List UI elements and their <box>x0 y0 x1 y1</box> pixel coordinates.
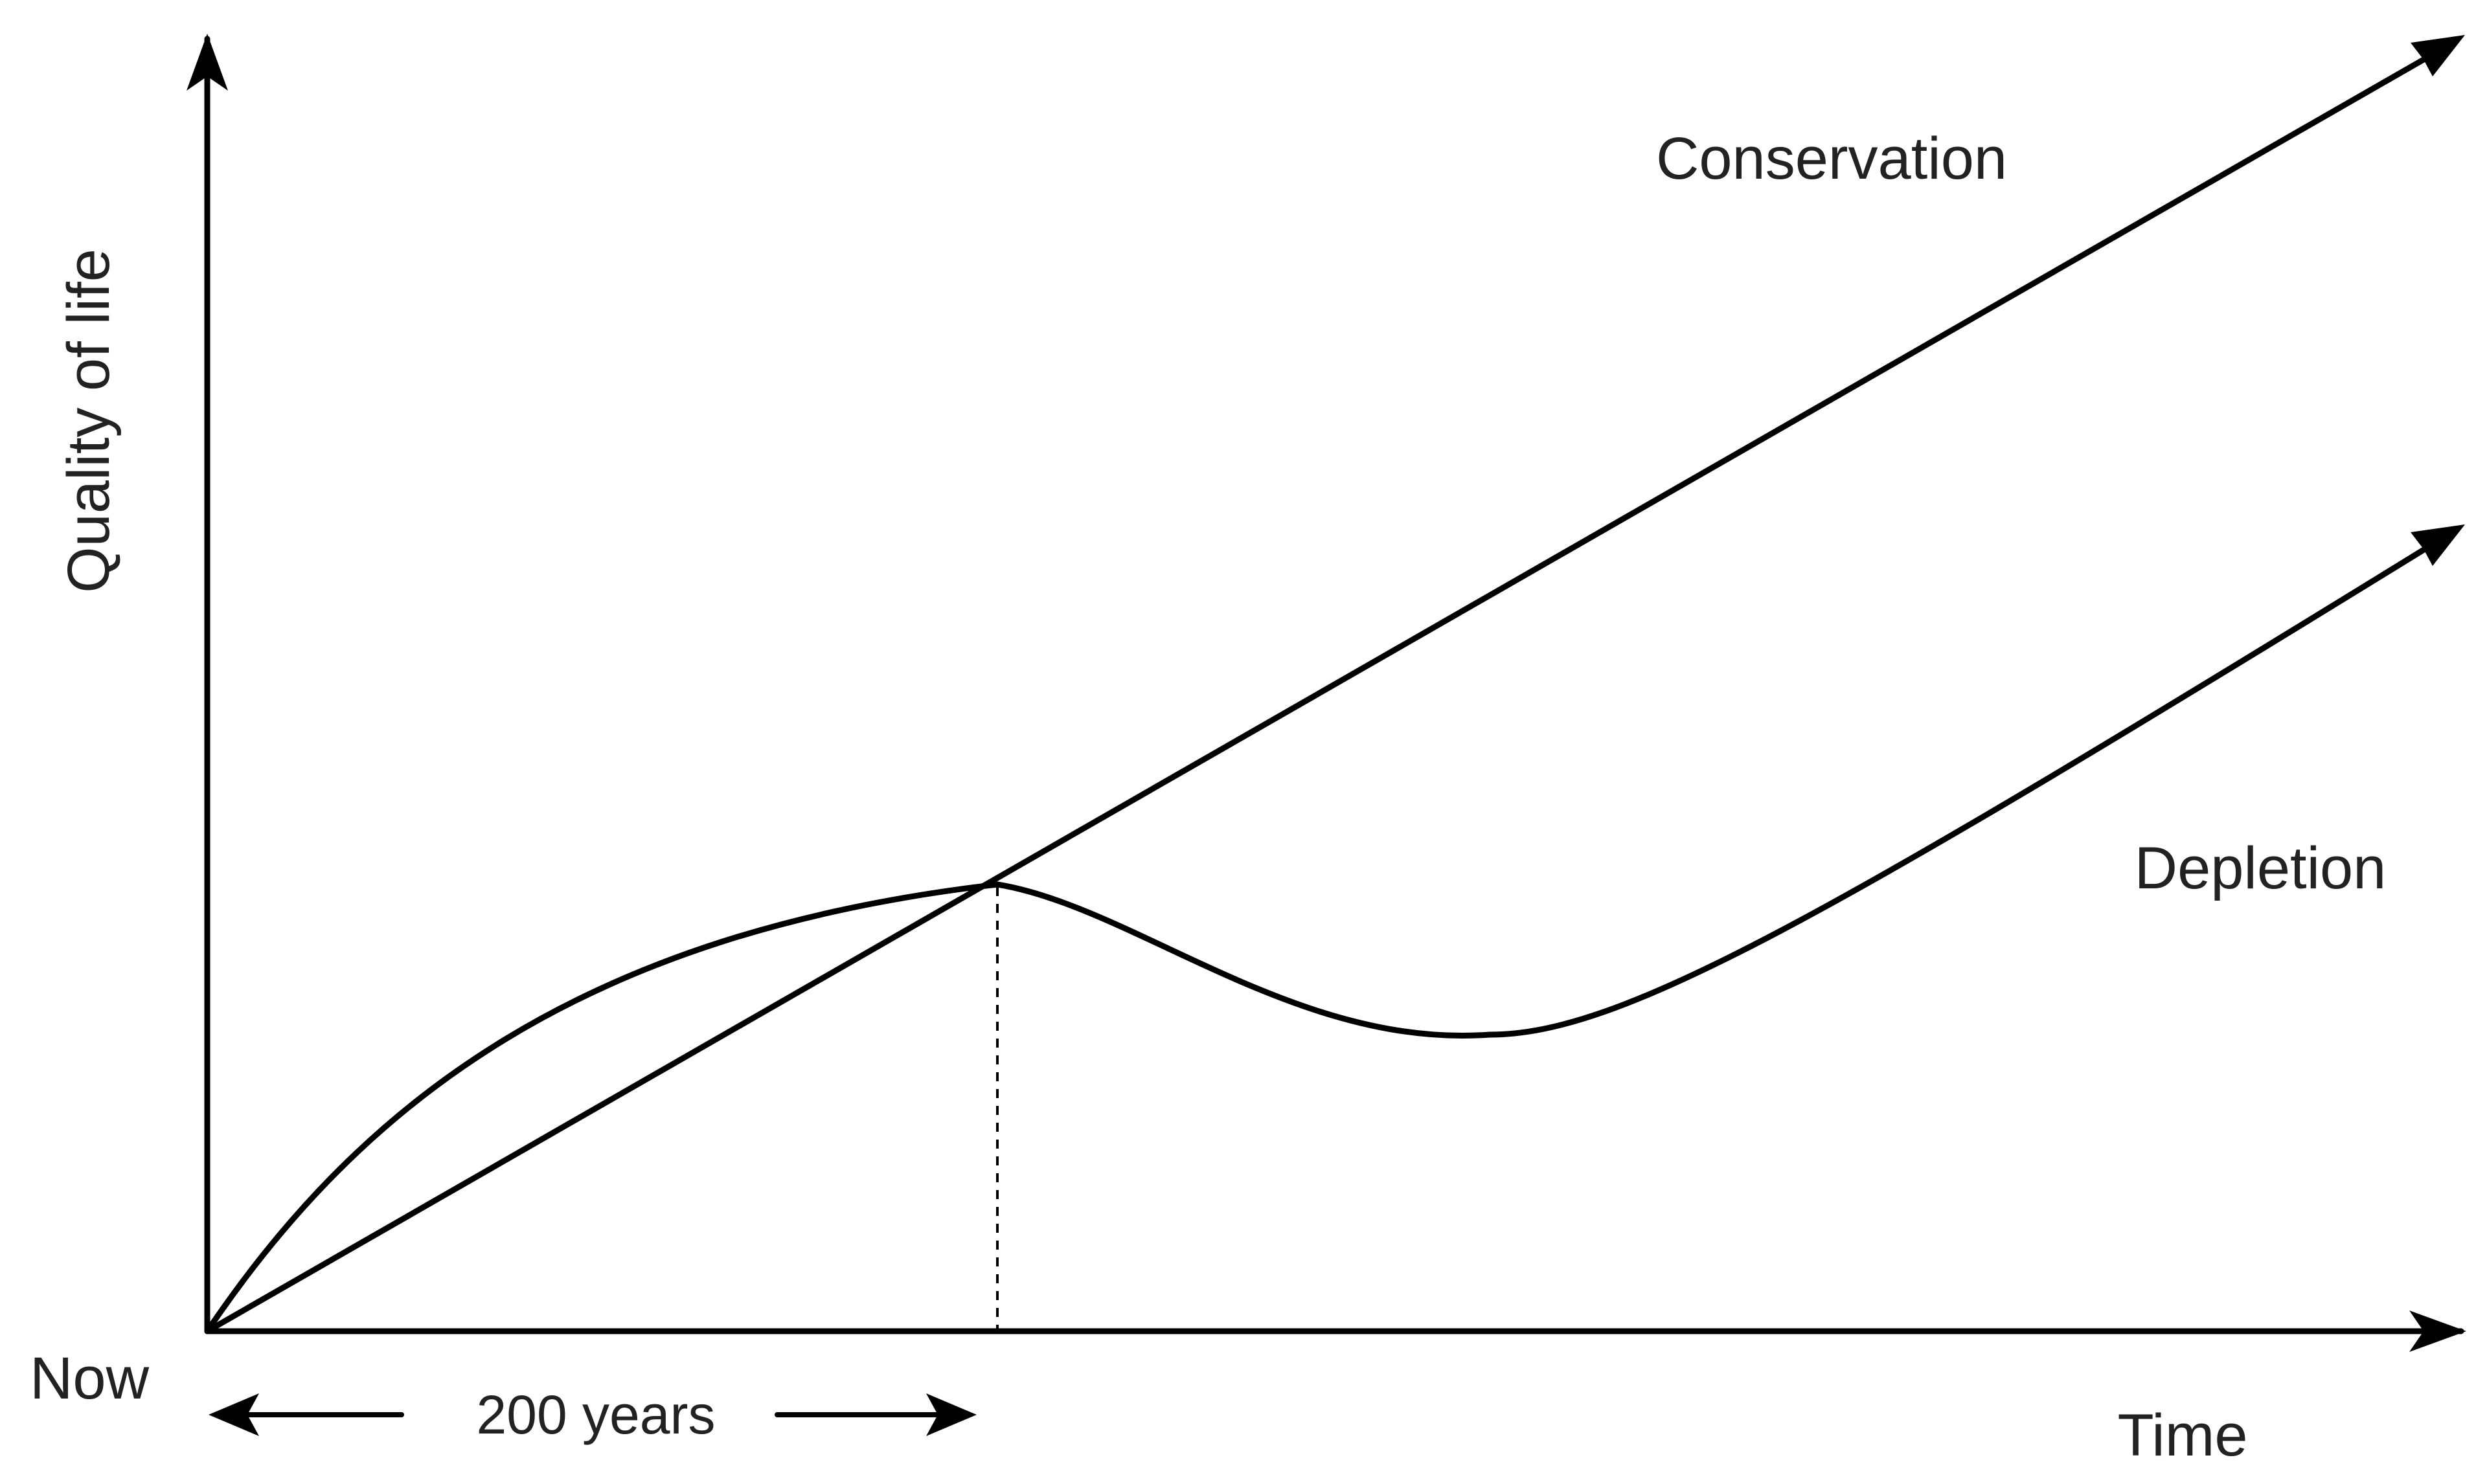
conservation-arrowhead <box>2411 35 2465 76</box>
depletion-curve <box>204 535 2445 1334</box>
origin-label: Now <box>30 1345 150 1411</box>
depletion-label: Depletion <box>2135 835 2387 901</box>
y-axis-arrowhead <box>187 34 228 91</box>
depletion-arrowhead <box>2411 524 2465 566</box>
span-right-arrowhead <box>926 1393 977 1436</box>
conservation-label: Conservation <box>1656 126 2007 192</box>
y-axis-label: Quality of life <box>56 249 122 593</box>
span-left-arrowhead <box>209 1393 259 1436</box>
span-label: 200 years <box>477 1384 716 1445</box>
x-axis-arrowhead <box>2409 1310 2466 1352</box>
x-axis-label: Time <box>2117 1402 2247 1468</box>
conservation-line <box>204 46 2445 1334</box>
